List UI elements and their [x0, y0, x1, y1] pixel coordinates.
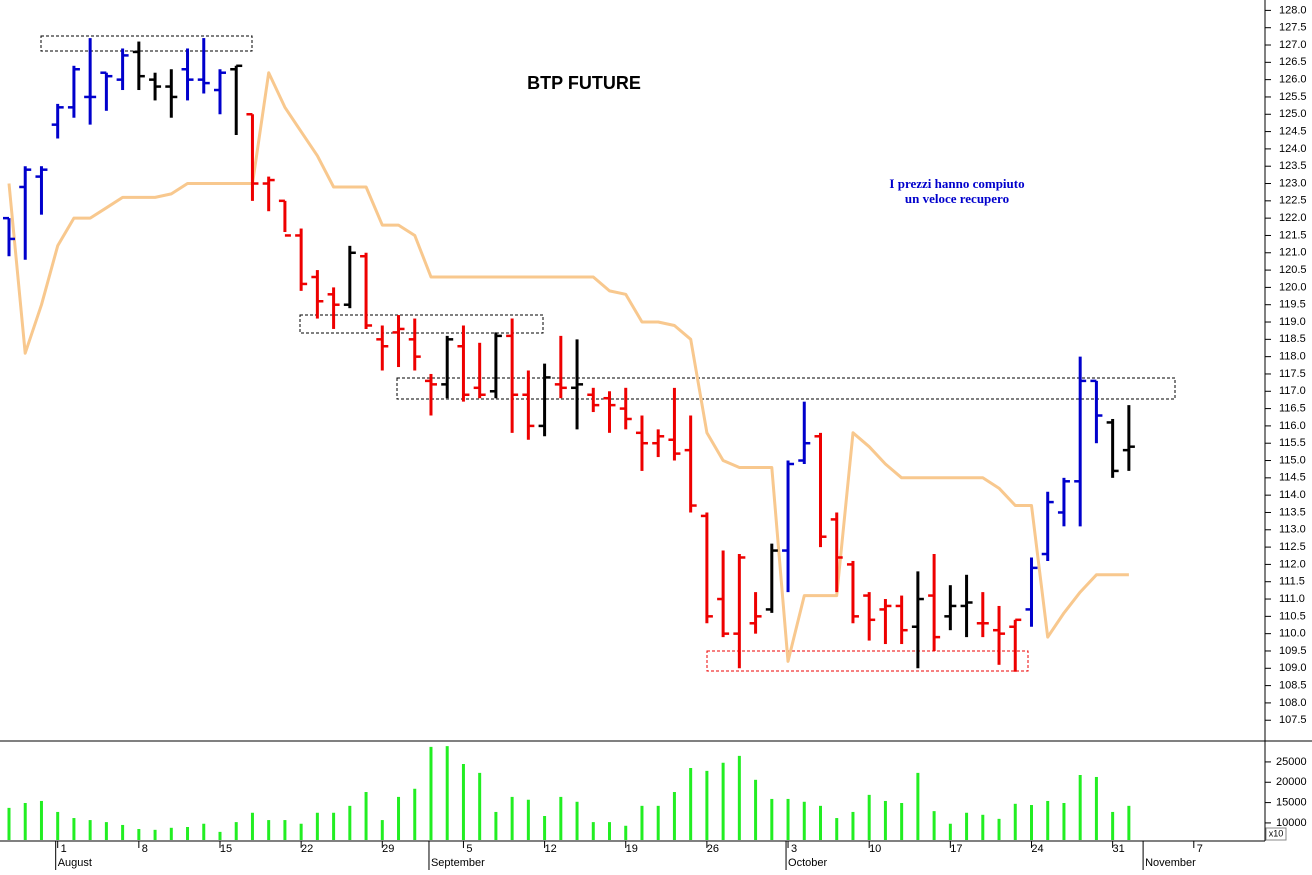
- range-box: [396, 377, 1176, 400]
- y-tick-label: 119.0: [1279, 316, 1306, 328]
- y-tick-label: 125.5: [1279, 91, 1307, 103]
- x-tick-label: 31: [1113, 843, 1125, 855]
- y-tick-label: 113.0: [1279, 524, 1306, 536]
- y-tick-label: 118.5: [1279, 333, 1306, 345]
- y-tick-label: 113.5: [1279, 506, 1306, 518]
- y-tick-label: 118.0: [1279, 351, 1306, 363]
- y-tick-label: 108.5: [1279, 680, 1307, 692]
- annotation: I prezzi hanno compiuto: [889, 176, 1024, 191]
- x-tick-label: 5: [466, 843, 472, 855]
- y-tick-label: 126.0: [1279, 74, 1307, 86]
- y-tick-label: 115.0: [1279, 454, 1306, 466]
- range-box: [40, 35, 253, 52]
- y-tick-label: 114.0: [1279, 489, 1306, 501]
- month-label: October: [788, 857, 827, 869]
- y-tick-label: 128.0: [1279, 4, 1307, 16]
- y-tick-label: 123.5: [1279, 160, 1307, 172]
- y-tick-label: 114.5: [1279, 472, 1306, 484]
- y-tick-label: 107.5: [1279, 714, 1307, 726]
- y-tick-label: 117.0: [1279, 385, 1306, 397]
- y-tick-label: 121.5: [1279, 229, 1307, 241]
- y-tick-label: 125.0: [1279, 108, 1307, 120]
- range-box: [299, 314, 544, 334]
- y-tick-label: 108.0: [1279, 697, 1307, 709]
- y-tick-label: 112.5: [1279, 541, 1306, 553]
- y-tick-label: 124.0: [1279, 143, 1307, 155]
- x-tick-label: 3: [791, 843, 797, 855]
- y-tick-label: 109.0: [1279, 662, 1307, 674]
- y-tick-label: 10000: [1276, 817, 1307, 829]
- month-label: November: [1145, 857, 1196, 869]
- y-tick-label: 119.5: [1279, 299, 1306, 311]
- x-tick-label: 17: [950, 843, 962, 855]
- y-tick-label: 25000: [1276, 756, 1307, 768]
- x-tick-label: 12: [544, 843, 556, 855]
- x-tick-label: 24: [1031, 843, 1043, 855]
- y-tick-label: 117.5: [1279, 368, 1306, 380]
- chart-title: BTP FUTURE: [527, 73, 641, 93]
- y-tick-label: 126.5: [1279, 56, 1307, 68]
- y-tick-label: 111.5: [1279, 576, 1305, 588]
- x-tick-label: 7: [1197, 843, 1203, 855]
- y-tick-label: 122.5: [1279, 195, 1307, 207]
- volume-unit: x10: [1269, 828, 1284, 838]
- y-tick-label: 127.0: [1279, 39, 1307, 51]
- y-tick-label: 112.0: [1279, 558, 1306, 570]
- y-tick-label: 15000: [1276, 796, 1307, 808]
- x-tick-label: 1: [61, 843, 67, 855]
- y-tick-label: 122.0: [1279, 212, 1307, 224]
- x-tick-label: 10: [869, 843, 881, 855]
- y-tick-label: 116.5: [1279, 402, 1306, 414]
- y-tick-label: 121.0: [1279, 247, 1307, 259]
- x-tick-label: 8: [142, 843, 148, 855]
- y-tick-label: 109.5: [1279, 645, 1307, 657]
- line: [7, 71, 1129, 663]
- y-tick-label: 123.0: [1279, 177, 1307, 189]
- y-tick-label: 127.5: [1279, 22, 1307, 34]
- unit-box: [1265, 827, 1287, 841]
- month-label: August: [58, 857, 92, 869]
- x-tick-label: 15: [220, 843, 232, 855]
- x-tick-label: 22: [301, 843, 313, 855]
- y-tick-label: 120.0: [1279, 281, 1307, 293]
- y-tick-label: 124.5: [1279, 125, 1307, 137]
- y-tick-label: 120.5: [1279, 264, 1307, 276]
- y-tick-label: 110.5: [1279, 610, 1306, 622]
- y-tick-label: 20000: [1276, 776, 1307, 788]
- y-tick-label: 111.0: [1279, 593, 1305, 605]
- x-tick-label: 26: [707, 843, 719, 855]
- y-tick-label: 116.0: [1279, 420, 1306, 432]
- range-box: [706, 650, 1029, 672]
- y-tick-label: 115.5: [1279, 437, 1306, 449]
- x-tick-label: 29: [382, 843, 394, 855]
- annotation: un veloce recupero: [905, 191, 1009, 206]
- x-tick-label: 19: [626, 843, 638, 855]
- y-tick-label: 110.0: [1279, 628, 1306, 640]
- month-label: September: [431, 857, 485, 869]
